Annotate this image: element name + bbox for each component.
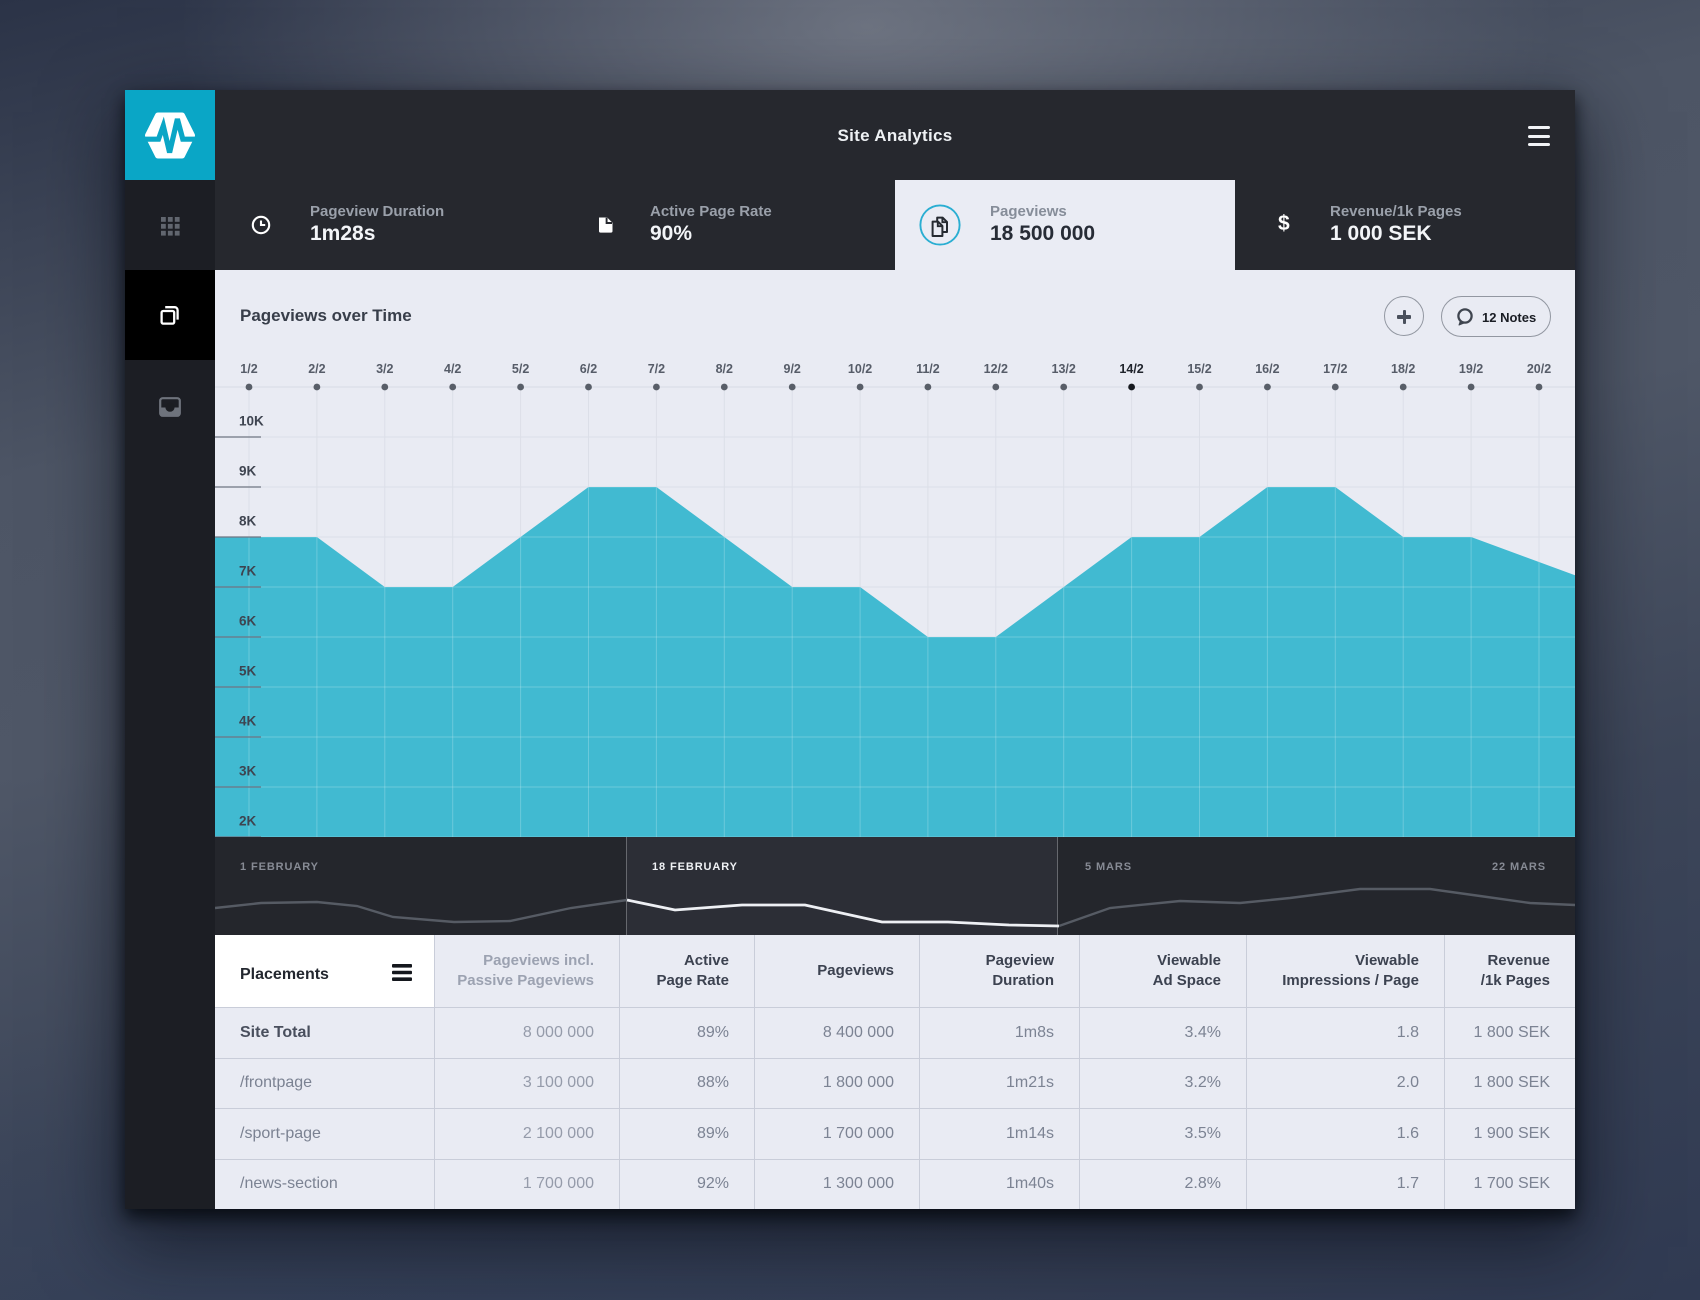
svg-text:9K: 9K	[239, 464, 257, 479]
svg-text:5K: 5K	[239, 664, 257, 679]
svg-text:13/2: 13/2	[1052, 362, 1076, 376]
svg-text:10K: 10K	[239, 414, 264, 429]
svg-text:1/2: 1/2	[240, 362, 257, 376]
svg-text:9/2: 9/2	[784, 362, 801, 376]
svg-text:20/2: 20/2	[1527, 362, 1551, 376]
svg-text:6K: 6K	[239, 614, 257, 629]
svg-text:5/2: 5/2	[512, 362, 529, 376]
svg-text:10/2: 10/2	[848, 362, 872, 376]
svg-text:4/2: 4/2	[444, 362, 461, 376]
svg-text:6/2: 6/2	[580, 362, 597, 376]
svg-text:11/2: 11/2	[916, 362, 940, 376]
svg-text:15/2: 15/2	[1187, 362, 1211, 376]
svg-text:8/2: 8/2	[716, 362, 733, 376]
svg-text:4K: 4K	[239, 714, 257, 729]
svg-text:12/2: 12/2	[984, 362, 1008, 376]
svg-text:3K: 3K	[239, 764, 257, 779]
svg-text:7/2: 7/2	[648, 362, 665, 376]
svg-text:3/2: 3/2	[376, 362, 393, 376]
svg-text:17/2: 17/2	[1323, 362, 1347, 376]
svg-text:16/2: 16/2	[1255, 362, 1279, 376]
svg-text:2K: 2K	[239, 814, 257, 829]
svg-text:2/2: 2/2	[308, 362, 325, 376]
svg-text:14/2: 14/2	[1119, 362, 1143, 376]
svg-text:19/2: 19/2	[1459, 362, 1483, 376]
svg-text:7K: 7K	[239, 564, 257, 579]
svg-text:8K: 8K	[239, 514, 257, 529]
svg-text:18/2: 18/2	[1391, 362, 1415, 376]
